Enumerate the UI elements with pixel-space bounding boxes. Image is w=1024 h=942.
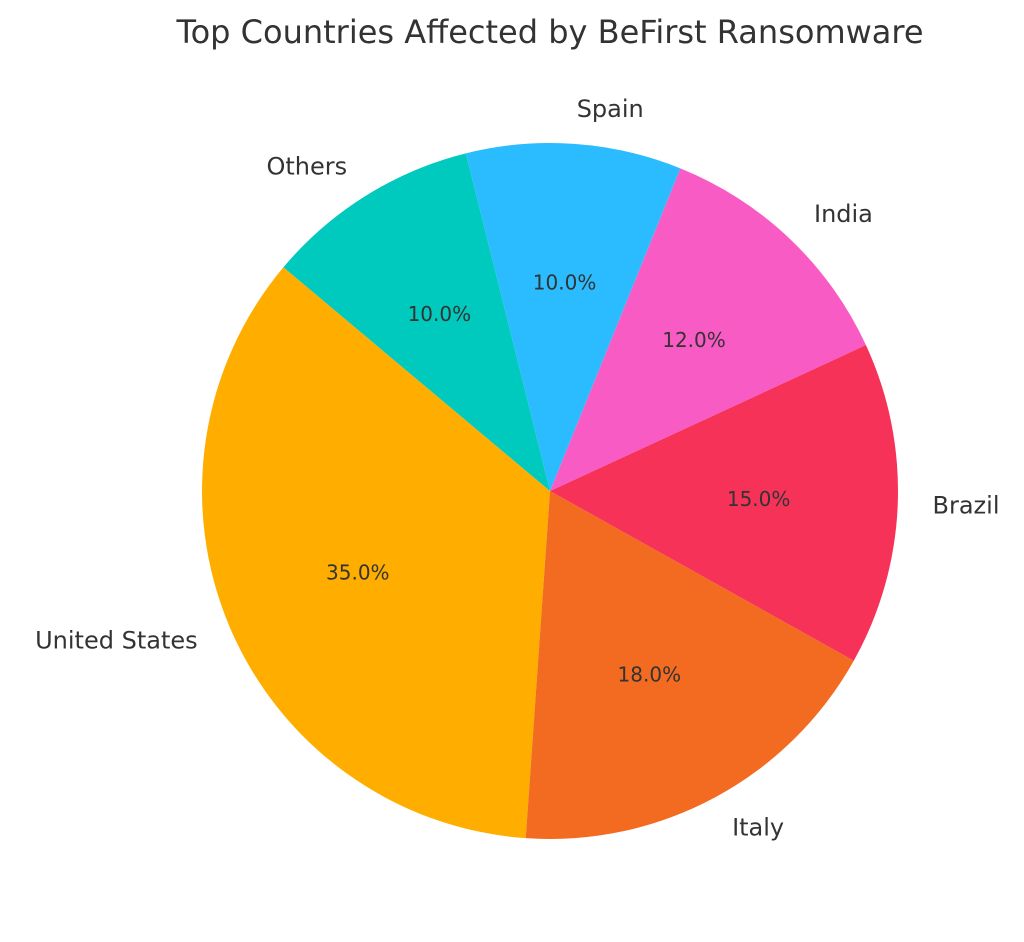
pct-label: 35.0% [326, 561, 390, 585]
pct-label: 10.0% [533, 271, 597, 295]
pct-label: 18.0% [618, 663, 682, 687]
slice-label: Brazil [933, 492, 1000, 520]
pct-label: 15.0% [727, 487, 791, 511]
slice-label: India [814, 200, 873, 228]
pct-label: 12.0% [662, 328, 726, 352]
pie-slice-spain [465, 143, 681, 492]
slice-label: United States [35, 627, 198, 655]
chart-title: Top Countries Affected by BeFirst Ransom… [175, 13, 923, 51]
pie-slice-others [283, 153, 550, 491]
slice-label: Others [266, 152, 347, 180]
pie-slice-brazil [550, 345, 898, 661]
pct-label: 10.0% [408, 302, 472, 326]
slice-label: Spain [577, 95, 644, 123]
slice-label: Italy [732, 814, 784, 842]
pie-slice-italy [525, 491, 854, 839]
pie-slice-united-states [202, 267, 550, 839]
pie-slice-india [550, 168, 866, 491]
